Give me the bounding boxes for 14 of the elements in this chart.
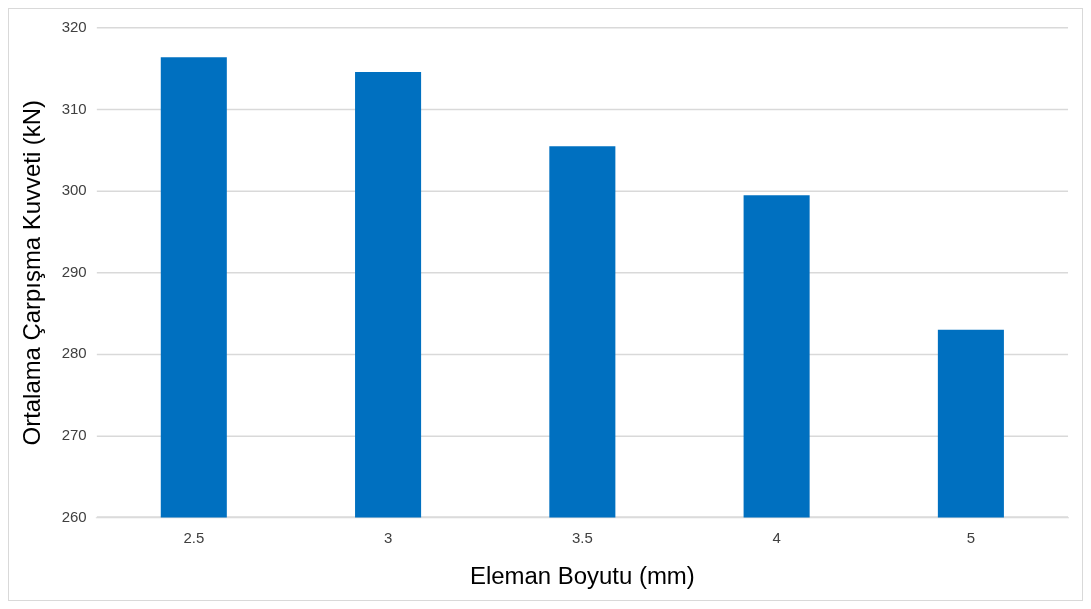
x-tick-label: 5 (966, 528, 976, 546)
x-tick-label: 3.5 (571, 528, 593, 546)
x-tick-label: 2.5 (183, 528, 205, 546)
y-tick-label: 310 (61, 99, 87, 117)
y-axis-title: Ortalama Çarpışma Kuvveti (kN) (17, 100, 45, 446)
y-tick-label: 300 (61, 181, 87, 199)
y-tick-label: 320 (61, 18, 87, 36)
y-tick-label: 290 (61, 262, 87, 280)
x-tick-label: 3 (383, 528, 393, 546)
x-axis-title: Eleman Boyutu (mm) (469, 562, 695, 590)
y-tick-label: 260 (61, 507, 87, 525)
x-tick-label: 4 (772, 528, 781, 546)
y-tick-label: 280 (61, 344, 87, 362)
y-tick-label: 270 (61, 426, 87, 444)
